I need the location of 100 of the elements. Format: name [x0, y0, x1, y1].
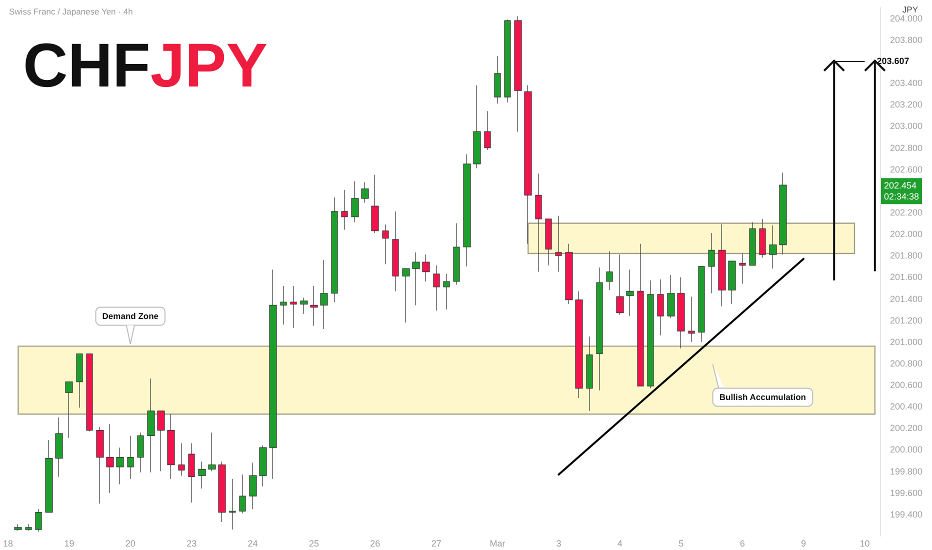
y-tick-label: 200.800	[890, 358, 923, 368]
candlestick	[759, 218, 766, 258]
candlestick	[769, 225, 777, 269]
x-tick-label: 3	[556, 538, 562, 548]
candlestick	[55, 417, 63, 477]
candlestick	[718, 224, 726, 307]
candlestick	[514, 16, 522, 132]
candlestick	[137, 432, 144, 473]
candlestick	[310, 286, 318, 326]
candlestick	[626, 269, 634, 316]
candlestick	[698, 266, 705, 342]
x-tick-label: 20	[125, 538, 136, 548]
candlestick	[331, 197, 338, 302]
x-tick-label: 10	[860, 538, 870, 548]
y-tick-label: 202.800	[890, 142, 923, 153]
candlestick	[127, 435, 134, 480]
candlestick	[688, 296, 695, 342]
x-tick-label: 4	[617, 538, 622, 548]
candlestick	[300, 297, 308, 314]
candlestick	[443, 274, 450, 310]
candlestick	[657, 279, 664, 336]
candlestick	[157, 410, 165, 472]
candlestick	[555, 215, 562, 272]
y-tick-label: 201.400	[890, 294, 923, 304]
x-tick-label: 5	[678, 538, 684, 548]
candlestick	[728, 260, 736, 304]
candlestick	[249, 462, 257, 510]
x-tick-label: 9	[801, 538, 806, 548]
candlestick	[565, 243, 573, 304]
y-tick-label: 202.200	[890, 207, 923, 218]
candlestick	[504, 19, 511, 103]
candlestick	[280, 286, 287, 325]
band-label: Demand Zone	[102, 311, 159, 322]
y-tick-label: 203.200	[890, 100, 923, 110]
candlestick	[269, 269, 277, 480]
y-tick-label: 202.000	[890, 229, 923, 240]
y-tick-label: 201.000	[890, 336, 923, 347]
candlestick	[637, 243, 644, 386]
y-tick-label: 199.600	[890, 488, 923, 498]
candlestick	[14, 524, 22, 531]
candlestick	[371, 174, 379, 234]
candlestick	[188, 442, 195, 503]
candlestick	[178, 442, 185, 476]
candlestick	[473, 84, 481, 169]
candlestick	[453, 222, 460, 286]
candlestick	[106, 424, 114, 494]
x-tick-label: 23	[186, 538, 197, 548]
candlestick	[606, 251, 613, 290]
candlestick	[779, 172, 787, 255]
y-tick-label: 203.800	[890, 34, 923, 45]
candlestick	[412, 252, 420, 306]
candlestick	[218, 461, 226, 522]
ref-line-label: 203.607	[876, 56, 910, 66]
candlestick	[25, 524, 32, 531]
y-tick-label: 203.000	[890, 121, 923, 132]
y-tick-label: 202.600	[890, 164, 923, 174]
candlestick	[86, 353, 93, 432]
text: 02:34:38	[884, 192, 920, 202]
x-tick-label: 26	[370, 538, 380, 548]
y-tick-label: 199.400	[890, 509, 923, 520]
candlestick	[65, 381, 73, 438]
candlestick	[647, 280, 654, 389]
candlestick	[545, 218, 552, 266]
x-tick-label: 24	[248, 538, 258, 548]
candlestick	[596, 267, 603, 391]
x-tick-label: Mar	[490, 538, 506, 548]
candlestick	[96, 426, 104, 504]
candlestick	[351, 180, 359, 222]
y-tick-label: 201.800	[890, 250, 923, 261]
candlestick	[586, 336, 593, 412]
candlestick	[749, 222, 756, 266]
y-axis-title: JPY	[902, 4, 918, 14]
candlestick	[239, 474, 246, 514]
candlestick	[382, 224, 389, 265]
candlestick	[535, 173, 542, 272]
candlestick	[667, 274, 675, 318]
candlestick	[320, 260, 328, 330]
candlestick	[616, 254, 624, 316]
candlestick	[290, 286, 297, 328]
candlestick	[524, 84, 532, 244]
x-tick-label: 25	[308, 538, 319, 548]
candlestick	[208, 432, 216, 472]
chart-title: CHFJPY	[23, 32, 268, 100]
x-tick-label: 6	[740, 538, 745, 548]
text: 202.454	[884, 180, 917, 191]
y-tick-label: 201.600	[890, 272, 923, 282]
candlestick	[147, 378, 155, 473]
candlestick	[494, 56, 501, 104]
candlestick	[422, 254, 430, 282]
candlestick	[402, 268, 410, 323]
candlestick	[259, 445, 267, 487]
y-tick-label: 200.200	[890, 423, 923, 434]
candlestick	[708, 232, 715, 294]
candlestick	[463, 154, 471, 267]
y-tick-label: 203.400	[890, 78, 923, 88]
candlestick	[341, 190, 348, 230]
candlestick	[484, 110, 491, 150]
y-tick-label: 199.800	[890, 466, 923, 476]
y-tick-label: 200.000	[890, 444, 923, 455]
candlestick	[167, 414, 175, 480]
